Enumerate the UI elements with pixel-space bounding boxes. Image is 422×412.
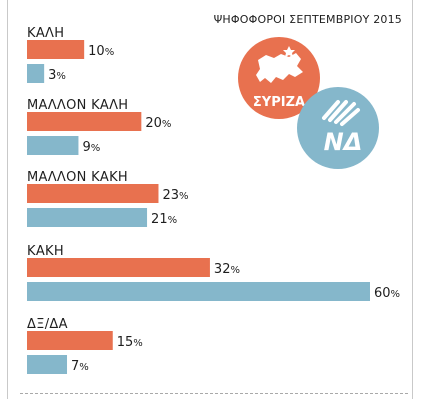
value-label-nd: 21% xyxy=(151,212,177,227)
bars-layer: ΚΑΛΗ 10% 3% ΜΑΛΛΟΝ ΚΑΛΗ 20% 9% ΜΑΛΛΟΝ ΚΑΚΗ 23% 2… xyxy=(27,26,400,374)
bar-nd xyxy=(27,282,370,301)
bar-nd xyxy=(27,64,45,83)
value-label-syriza: 23% xyxy=(162,188,188,203)
bottom-divider xyxy=(20,393,408,394)
nd-logo-circle xyxy=(297,87,379,169)
category-label: ΜΑΛΛΟΝ ΚΑΛΗ xyxy=(27,98,128,113)
category-label: ΜΑΛΛΟΝ ΚΑΚΗ xyxy=(27,170,128,185)
syriza-logo: ΣΥΡΙΖΑ xyxy=(238,37,320,119)
category-label: ΚΑΛΗ xyxy=(27,26,64,41)
chart-frame xyxy=(7,0,413,399)
bar-nd xyxy=(27,355,68,374)
value-label-nd: 60% xyxy=(374,286,400,301)
value-label-nd: 7% xyxy=(71,359,89,374)
syriza-logo-text: ΣΥΡΙΖΑ xyxy=(253,95,305,110)
nd-logo-flame-icon xyxy=(322,100,360,126)
syriza-logo-star-icon xyxy=(283,46,295,57)
nd-logo-text: ΝΔ xyxy=(324,128,363,156)
bar-nd xyxy=(27,136,79,155)
bar-syriza xyxy=(27,258,210,277)
value-label-syriza: 10% xyxy=(88,44,114,59)
category-label: ΚΑΚΗ xyxy=(27,244,64,259)
value-label-nd: 9% xyxy=(82,140,100,155)
value-label-syriza: 15% xyxy=(117,335,143,350)
bar-syriza xyxy=(27,112,142,131)
syriza-logo-map-icon xyxy=(256,53,303,83)
nd-logo: ΝΔ xyxy=(297,87,379,169)
bar-nd xyxy=(27,208,148,227)
value-label-syriza: 32% xyxy=(214,262,240,277)
bar-syriza xyxy=(27,40,85,59)
value-label-nd: 3% xyxy=(48,68,66,83)
bar-syriza xyxy=(27,184,159,203)
value-label-syriza: 20% xyxy=(145,116,171,131)
chart-subtitle: ΨΗΦΟΦΟΡΟΙ ΣΕΠΤΕΜΒΡΙΟΥ 2015 xyxy=(213,13,402,26)
bar-syriza xyxy=(27,331,113,350)
category-label: ΔΞ/ΔΑ xyxy=(27,317,68,332)
